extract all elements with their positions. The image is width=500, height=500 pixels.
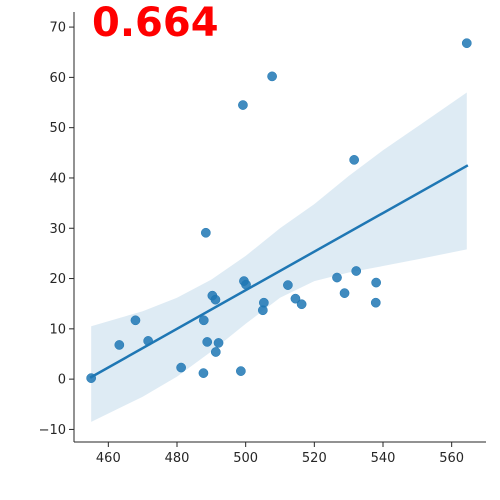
y-tick-label: 70 — [49, 21, 66, 36]
y-tick-label: 0 — [58, 373, 66, 388]
data-point — [176, 362, 186, 373]
y-tick-label: 50 — [49, 121, 66, 136]
data-point — [130, 315, 141, 326]
x-ticks-layer: 460 480 500 520 540 560 — [96, 442, 464, 466]
data-point — [370, 297, 381, 308]
data-point — [198, 368, 209, 378]
data-point — [236, 366, 246, 376]
axes-layer — [73, 12, 486, 443]
data-point — [210, 294, 221, 305]
data-point — [143, 336, 154, 346]
data-point — [371, 277, 381, 288]
y-tick-label: 10 — [49, 322, 66, 337]
y-tick-label: 30 — [49, 222, 66, 237]
data-point — [349, 155, 360, 165]
y-tick-label: 40 — [49, 171, 66, 186]
data-point — [241, 279, 251, 290]
x-tick-label: 480 — [165, 451, 190, 466]
data-point — [339, 288, 350, 298]
correlation-annotation: 0.664 — [92, 0, 219, 46]
data-point — [461, 38, 472, 49]
x-tick-label: 540 — [371, 451, 396, 466]
data-point — [202, 337, 213, 347]
data-point — [351, 266, 362, 276]
confidence-band — [91, 92, 467, 422]
regression-line — [89, 164, 469, 379]
x-tick-label: 560 — [439, 451, 464, 466]
data-point — [86, 373, 97, 383]
y-tick-label: −10 — [39, 423, 66, 438]
data-point — [283, 280, 293, 290]
data-point — [296, 299, 307, 310]
regression-line-layer — [89, 164, 469, 379]
x-tick-label: 520 — [302, 451, 327, 466]
data-point — [200, 227, 211, 238]
y-tick-label: 60 — [49, 71, 66, 86]
x-tick-label: 500 — [233, 451, 258, 466]
data-point — [114, 340, 125, 350]
confidence-band-layer — [91, 92, 467, 422]
data-point — [332, 272, 342, 283]
y-tick-label: 20 — [49, 272, 66, 287]
data-point — [213, 338, 224, 348]
x-tick-label: 460 — [96, 451, 121, 466]
data-point — [210, 347, 221, 357]
data-point — [259, 297, 269, 308]
y-ticks-layer: −10 0 10 20 30 40 50 60 70 — [39, 21, 74, 438]
data-point — [238, 100, 248, 110]
data-point — [290, 293, 301, 304]
data-point — [198, 315, 209, 326]
data-point — [267, 71, 277, 82]
data-points-layer — [86, 38, 472, 383]
